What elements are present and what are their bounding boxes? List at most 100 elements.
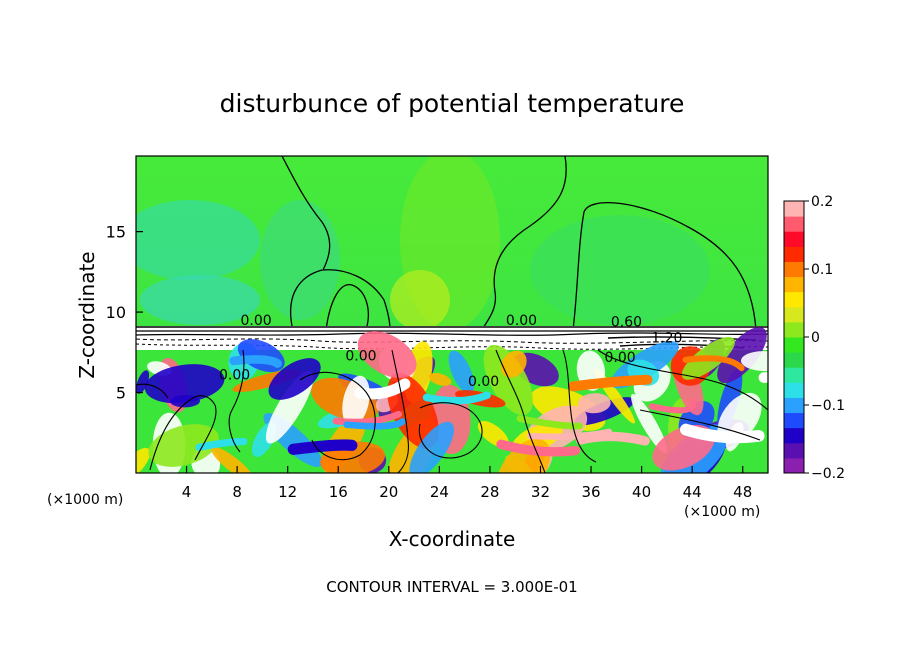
contour-line [325, 284, 369, 331]
contour-label: 0.00 [345, 348, 376, 364]
x-unit-left: (×1000 m) [47, 492, 123, 508]
colorbar-swatch [784, 442, 804, 459]
field-patch [136, 200, 260, 280]
field-streak [496, 439, 581, 457]
contour-line [607, 336, 757, 341]
colorbar-tick-label: −0.2 [811, 466, 845, 482]
field-patch [530, 215, 710, 325]
colorbar-tick-label: 0.1 [811, 262, 833, 278]
chart-title: disturbunce of potential temperature [220, 89, 685, 118]
field-patch [717, 327, 767, 384]
colorbar-swatch [784, 231, 804, 247]
field-patch [140, 275, 260, 325]
x-tick-label: 16 [329, 483, 348, 501]
x-axis-label: X-coordinate [389, 527, 516, 551]
field-patch [148, 424, 219, 467]
x-tick-label: 4 [182, 483, 192, 501]
x-unit-right: (×1000 m) [684, 504, 760, 520]
x-tick-label: 48 [733, 483, 752, 501]
colorbar-tick-label: 0.2 [811, 194, 833, 210]
field-patch [357, 331, 417, 379]
colorbar-swatch [784, 427, 804, 444]
contour-line [281, 156, 391, 331]
contour-line [562, 349, 597, 463]
field-streak [648, 397, 697, 414]
field-streak [287, 439, 358, 455]
contour-label: 0.00 [605, 350, 636, 366]
field-patch [409, 421, 454, 473]
x-axis: 4 8 12 16 20 24 28 32 36 40 44 48 [182, 466, 752, 501]
contour-label-group: 0.00 0.00 0.60 1.20 0.00 0.00 0.00 0.00 [219, 313, 682, 390]
colorbar-tick-label: −0.1 [811, 398, 845, 414]
contour-line [572, 202, 757, 331]
field-patch [428, 372, 452, 386]
field-patch [448, 350, 475, 394]
colorbar-swatch [784, 276, 804, 293]
field-patch [740, 351, 768, 372]
colorbar-tick-label: 0 [811, 330, 820, 346]
field-patch [136, 370, 150, 394]
colorbar-swatch [784, 321, 804, 338]
x-tick-label: 44 [683, 483, 702, 501]
field-patch [260, 200, 340, 320]
colorbar-swatch [784, 412, 804, 429]
y-tick-label: 10 [106, 303, 126, 322]
contour-line [597, 349, 768, 411]
contour-line [136, 383, 169, 399]
field-patch [390, 270, 450, 330]
contour-label: 0.00 [240, 313, 271, 329]
field-streak [516, 415, 584, 430]
colorbar-swatch [784, 352, 804, 368]
field-streak [354, 378, 411, 400]
x-tick-label: 20 [379, 483, 398, 501]
contour-line [149, 395, 217, 471]
colorbar-swatch [784, 216, 804, 232]
x-tick-label: 40 [632, 483, 651, 501]
contour-label: 1.20 [651, 331, 682, 347]
colorbar-swatch [784, 201, 804, 217]
colorbar-swatch [784, 291, 804, 308]
colorbar: 0.2 0.1 0 −0.1 −0.2 [783, 194, 845, 482]
contour-label: 0.00 [506, 313, 537, 329]
contour-line [418, 402, 483, 459]
x-tick-label: 32 [531, 483, 550, 501]
x-tick-label: 28 [480, 483, 499, 501]
contour-line [639, 409, 761, 441]
y-tick-label: 15 [106, 223, 126, 242]
field-patch [500, 350, 527, 378]
contour-label: 0.00 [219, 368, 250, 384]
contour-line [228, 349, 245, 453]
contour-line [481, 156, 567, 331]
field-streak [527, 428, 613, 440]
field-patch [483, 344, 533, 416]
field-streak [195, 437, 248, 451]
field-patch [631, 393, 668, 454]
field-streak [682, 355, 745, 372]
colorbar-swatch [784, 367, 804, 383]
contour-line [136, 338, 768, 344]
field-streak [343, 418, 406, 430]
colorbar-swatch [784, 246, 804, 262]
upper-field-anomalies [136, 156, 710, 330]
contour-line [391, 349, 409, 473]
field-streak [567, 374, 653, 392]
plot-frame [135, 155, 769, 474]
contour-line [136, 332, 768, 336]
troposphere-anomalies [136, 327, 768, 473]
contour-label: 0.60 [611, 315, 642, 331]
colorbar-swatch [784, 261, 804, 278]
contour-line [290, 269, 323, 327]
contour-line [495, 349, 546, 473]
field-streak [575, 431, 650, 446]
x-tick-label: 12 [278, 483, 297, 501]
colorbar-swatch [784, 457, 804, 474]
y-axis: 5 10 15 [106, 223, 143, 403]
tropopause-contours [136, 326, 768, 350]
contour-line [299, 371, 376, 461]
colorbar-swatch [784, 397, 804, 414]
field-streak [229, 355, 282, 368]
x-tick-label: 24 [430, 483, 449, 501]
y-axis-label: Z-coordinate [75, 251, 99, 378]
plot-area: 0.00 0.00 0.60 1.20 0.00 0.00 0.00 0.00 [136, 156, 768, 473]
